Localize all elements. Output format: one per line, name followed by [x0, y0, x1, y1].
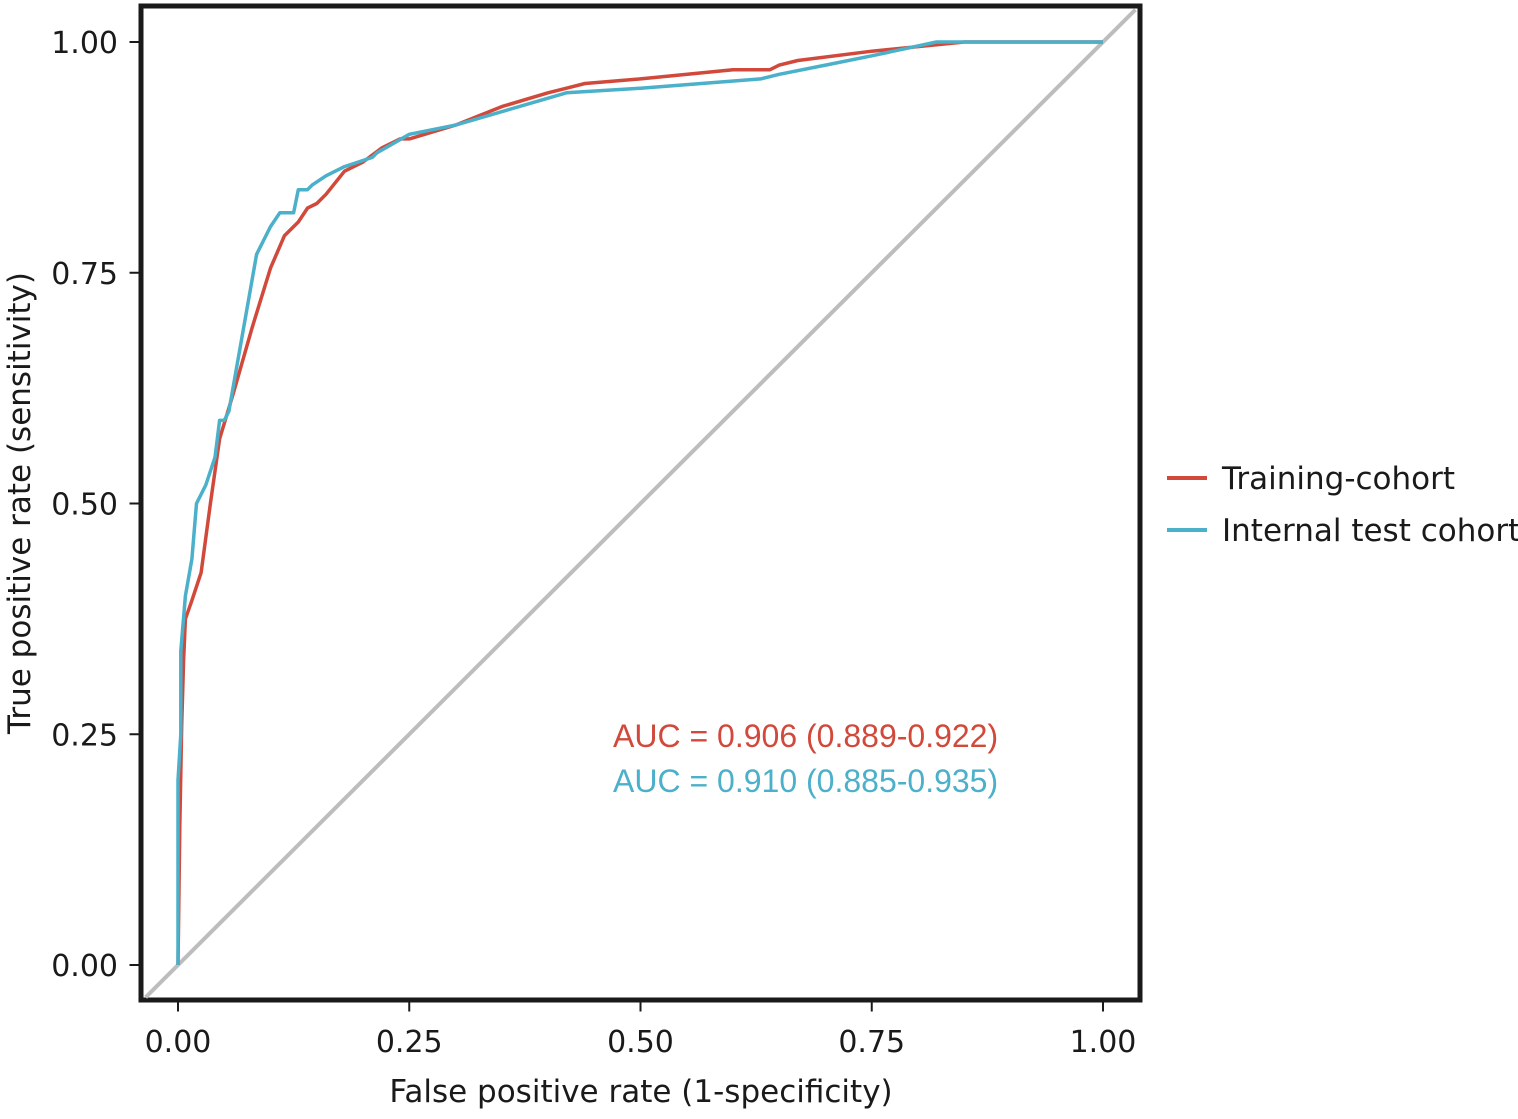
legend-label-training: Training-cohort — [1221, 461, 1455, 497]
auc-label-internal-test: AUC = 0.910 (0.885-0.935) — [613, 763, 998, 799]
series-line-internal-test-cohort — [176, 40, 1103, 965]
x-tick-label: 0.50 — [607, 1025, 674, 1060]
reference-line-layer — [144, 8, 1137, 999]
x-tick-label: 1.00 — [1070, 1025, 1137, 1060]
series-line-training-cohort — [176, 40, 1103, 966]
y-tick-label: 0.00 — [51, 949, 118, 984]
y-tick-label: 1.00 — [51, 26, 118, 61]
y-tick-label: 0.25 — [51, 718, 118, 753]
reference-diagonal-line — [144, 8, 1137, 999]
y-tick-label: 0.50 — [51, 488, 118, 523]
x-tick-label: 0.00 — [145, 1025, 212, 1060]
legend: Training-cohort Internal test cohort — [1167, 461, 1518, 549]
auc-label-training: AUC = 0.906 (0.889-0.922) — [613, 718, 998, 754]
y-axis-title: True positive rate (sensitivity) — [2, 272, 38, 735]
x-tick-label: 0.75 — [838, 1025, 905, 1060]
y-tick-label: 0.75 — [51, 257, 118, 292]
axis-layer: 0.00 0.25 0.50 0.75 1.00 0.00 0.25 0.50 0.75 1.00 — [51, 26, 1136, 1060]
series-layer — [176, 40, 1103, 966]
x-axis-title: False positive rate (1-specificity) — [389, 1074, 892, 1110]
x-tick-label: 0.25 — [376, 1025, 443, 1060]
legend-label-internal-test: Internal test cohort — [1222, 513, 1518, 549]
